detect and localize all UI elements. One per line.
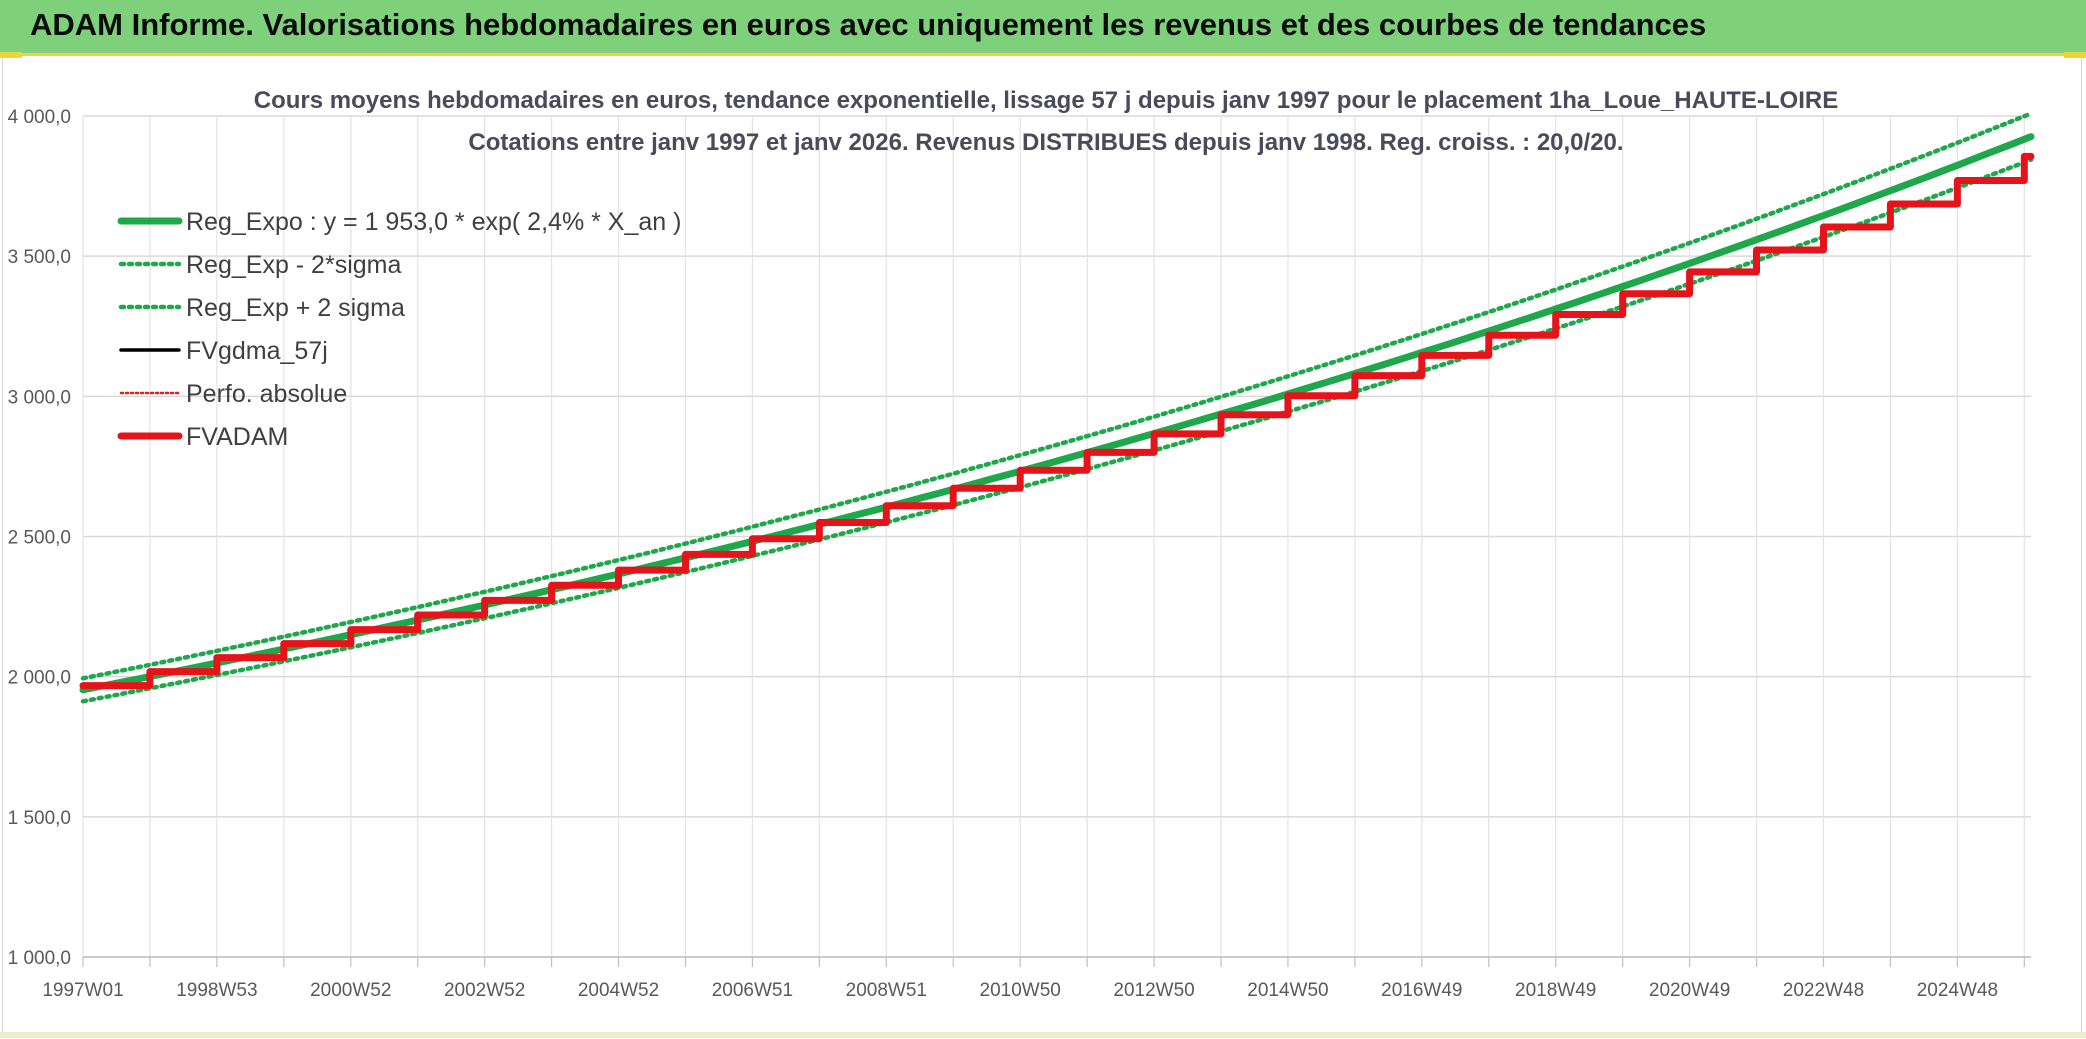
y-tick-label: 1 500,0 bbox=[8, 808, 71, 829]
x-tick-label: 2016W49 bbox=[1381, 980, 1462, 1001]
x-tick-label: 2018W49 bbox=[1515, 980, 1596, 1001]
y-tick-label: 4 000,0 bbox=[8, 107, 71, 128]
x-tick-label: 2024W48 bbox=[1917, 980, 1998, 1001]
legend-label: FVgdma_57j bbox=[186, 337, 328, 365]
y-tick-label: 2 500,0 bbox=[8, 528, 71, 549]
x-tick-label: 2020W49 bbox=[1649, 980, 1730, 1001]
chart-frame: 1 000,0 1 500,0 2 000,0 2 500,0 3 000,0 3 500… bbox=[2, 58, 2082, 1034]
x-tick-label: 1997W01 bbox=[42, 980, 123, 1001]
x-tick-label: 2006W51 bbox=[712, 980, 793, 1001]
series-layer bbox=[79, 111, 2035, 704]
x-tick-label: 2022W48 bbox=[1783, 980, 1864, 1001]
header-bar: ADAM Informe. Valorisations hebdomadaire… bbox=[0, 0, 2086, 56]
series-line-0 bbox=[79, 133, 2035, 694]
x-tick-label: 1998W53 bbox=[176, 980, 257, 1001]
x-tick-label: 2000W52 bbox=[310, 980, 391, 1001]
x-tick-label: 2014W50 bbox=[1247, 980, 1328, 1001]
series-line-2 bbox=[80, 111, 2034, 681]
y-tick-label: 2 000,0 bbox=[8, 668, 71, 689]
bottom-strip bbox=[0, 1032, 2086, 1038]
x-tick-label: 2008W51 bbox=[846, 980, 927, 1001]
y-tick-label: 1 000,0 bbox=[8, 948, 71, 969]
chart-legend: Reg_Expo : y = 1 953,0 * exp( 2,4% * X_a… bbox=[117, 208, 681, 451]
header-corner-left bbox=[0, 52, 22, 58]
legend-label: FVADAM bbox=[186, 423, 288, 451]
legend-label: Perfo. absolue bbox=[186, 380, 347, 408]
series-line-1 bbox=[80, 157, 2034, 704]
chart-title-line-2: Cotations entre janv 1997 et janv 2026. … bbox=[468, 129, 1623, 156]
page-title: ADAM Informe. Valorisations hebdomadaire… bbox=[30, 7, 1707, 42]
x-tick-label: 2004W52 bbox=[578, 980, 659, 1001]
legend-label: Reg_Expo : y = 1 953,0 * exp( 2,4% * X_a… bbox=[186, 208, 681, 236]
axis-layer: 1 000,0 1 500,0 2 000,0 2 500,0 3 000,0 3 500… bbox=[8, 107, 2031, 1001]
y-tick-label: 3 000,0 bbox=[8, 387, 71, 408]
x-tick-label: 2002W52 bbox=[444, 980, 525, 1001]
x-tick-label: 2012W50 bbox=[1113, 980, 1194, 1001]
legend-label: Reg_Exp + 2 sigma bbox=[186, 294, 405, 322]
y-tick-label: 3 500,0 bbox=[8, 247, 71, 268]
chart-title-line-1: Cours moyens hebdomadaires en euros, ten… bbox=[254, 87, 1838, 114]
legend-label: Reg_Exp - 2*sigma bbox=[186, 251, 401, 279]
x-tick-label: 2010W50 bbox=[980, 980, 1061, 1001]
grid-layer bbox=[82, 115, 2031, 958]
header-corner-right bbox=[2064, 52, 2086, 58]
line-chart: 1 000,0 1 500,0 2 000,0 2 500,0 3 000,0 3 500… bbox=[8, 87, 2035, 1001]
series-line-5 bbox=[79, 152, 2035, 690]
